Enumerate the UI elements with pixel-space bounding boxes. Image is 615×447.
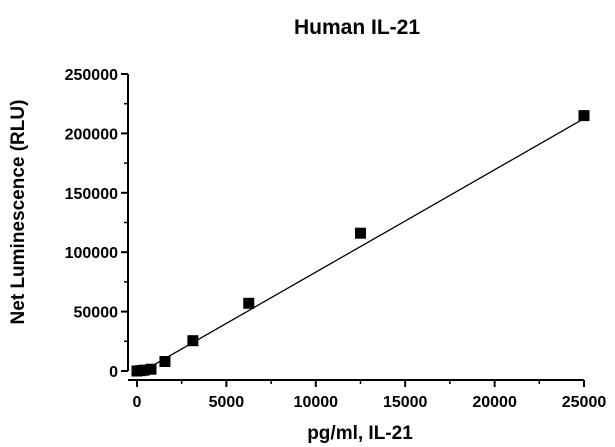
data-point <box>578 110 590 122</box>
x-axis-label: pg/ml, IL-21 <box>307 423 413 444</box>
data-points <box>131 110 590 377</box>
data-point <box>243 297 255 309</box>
y-tick-label: 0 <box>109 364 118 381</box>
chart-title: Human IL-21 <box>294 16 420 39</box>
x-tick-label: 20000 <box>472 394 517 411</box>
y-axis-ticks: 0 50000 100000 150000 200000 250000 <box>65 67 128 381</box>
data-point <box>159 355 171 367</box>
y-tick-label: 250000 <box>65 67 118 84</box>
data-point <box>187 335 199 347</box>
x-tick-label: 0 <box>133 394 142 411</box>
y-tick-label: 100000 <box>65 245 118 262</box>
data-point <box>138 364 150 376</box>
y-axis-label: Net Luminescence (RLU) <box>8 100 29 325</box>
data-point <box>355 227 366 239</box>
x-tick-label: 5000 <box>209 394 245 411</box>
y-tick-label: 50000 <box>74 305 119 322</box>
fit-line <box>136 117 585 376</box>
x-axis-ticks: 0 5000 10000 15000 20000 25000 <box>133 380 607 411</box>
x-tick-label: 25000 <box>562 394 607 411</box>
y-tick-label: 200000 <box>65 126 118 143</box>
y-tick-label: 150000 <box>65 186 118 203</box>
x-tick-label: 10000 <box>294 394 339 411</box>
data-point <box>145 363 157 375</box>
x-tick-label: 15000 <box>383 394 428 411</box>
